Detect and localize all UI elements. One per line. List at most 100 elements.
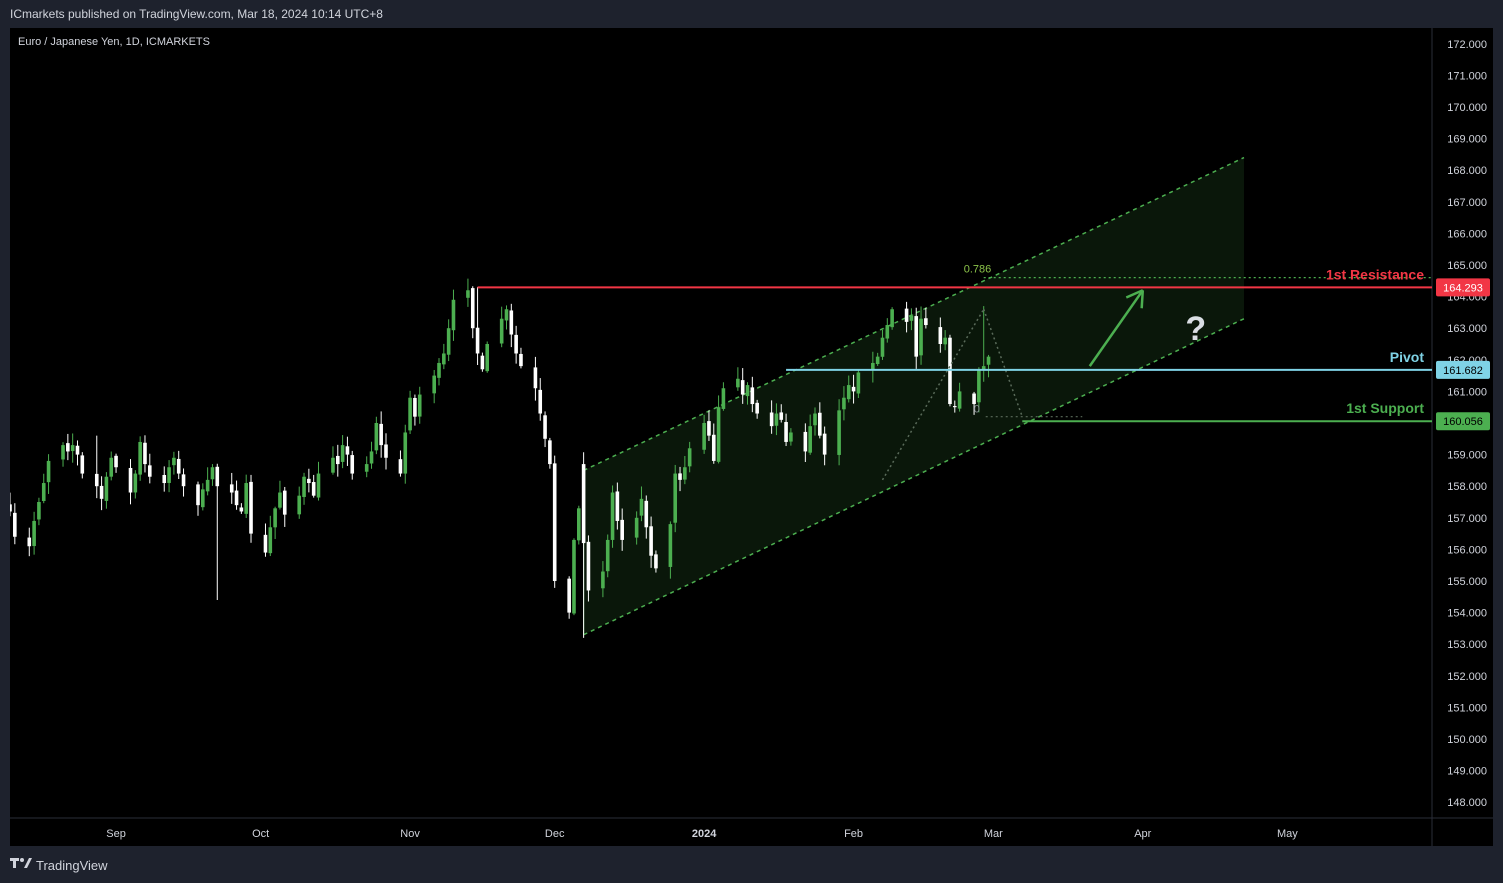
candle-body xyxy=(948,337,952,405)
candle-body xyxy=(384,444,388,458)
candle-body xyxy=(952,406,957,408)
level-label: 1st Resistance xyxy=(1326,266,1424,282)
candle-body xyxy=(707,421,711,436)
brand-label: TradingView xyxy=(36,858,108,873)
candle-body xyxy=(128,467,133,493)
candle-body xyxy=(572,539,576,614)
price-tick-label: 149.000 xyxy=(1447,766,1487,778)
price-tick-label: 169.000 xyxy=(1447,134,1487,146)
fib-trend-line xyxy=(881,308,985,481)
candle-body xyxy=(475,327,480,354)
candle-body xyxy=(644,500,649,528)
candle-body xyxy=(282,490,287,515)
candle-body xyxy=(176,458,181,474)
candle-body xyxy=(331,457,335,473)
candle-body xyxy=(138,441,142,475)
candle-body xyxy=(403,432,408,474)
candle-body xyxy=(818,412,822,436)
candle-body xyxy=(335,455,340,465)
price-tick-label: 155.000 xyxy=(1447,576,1487,588)
candle-body xyxy=(114,455,118,468)
candle-body xyxy=(13,512,17,537)
chart-panel[interactable]: 148.000 149.000 150.000 151.000 152.000 153.0… xyxy=(10,28,1493,846)
candle-body xyxy=(851,386,856,392)
tradingview-brand[interactable]: TradingView xyxy=(10,858,108,873)
candle-body xyxy=(605,539,610,572)
candle-body xyxy=(504,309,509,321)
candle-body xyxy=(581,464,586,544)
candle-body xyxy=(27,537,32,547)
candle-body xyxy=(538,389,543,414)
candle-body xyxy=(46,460,51,483)
candle-body xyxy=(981,366,986,371)
candle-body xyxy=(437,362,441,378)
time-tick-label: Apr xyxy=(1134,828,1151,840)
candle-body xyxy=(711,434,716,461)
candle-body xyxy=(61,445,65,460)
price-tick-label: 165.000 xyxy=(1447,260,1487,272)
candle-body xyxy=(615,491,620,521)
candle-body xyxy=(201,489,205,508)
candle-body xyxy=(885,325,890,339)
price-tick-label: 158.000 xyxy=(1447,481,1487,493)
candle-body xyxy=(70,445,75,452)
price-tick-label: 166.000 xyxy=(1447,228,1487,240)
time-tick-label: Feb xyxy=(844,828,863,840)
published-info: ICmarkets published on TradingView.com, … xyxy=(10,7,383,21)
candle-body xyxy=(249,481,253,534)
candle-body xyxy=(196,484,200,506)
channel-lower-line xyxy=(583,318,1245,636)
channel-fill xyxy=(583,157,1245,635)
candle-body xyxy=(914,316,919,357)
candle-body xyxy=(398,459,403,474)
candle-body xyxy=(687,448,692,467)
price-tick-label: 159.000 xyxy=(1447,450,1487,462)
candle-body xyxy=(668,524,673,567)
candle-body xyxy=(66,443,70,452)
candle-body xyxy=(167,467,171,483)
price-tick-label: 168.000 xyxy=(1447,165,1487,177)
candle-body xyxy=(374,423,379,451)
candle-body xyxy=(244,483,248,514)
candle-body xyxy=(649,526,653,556)
time-tick-label: Nov xyxy=(400,828,420,840)
candle-body xyxy=(837,410,841,455)
price-tick-label: 153.000 xyxy=(1447,639,1487,651)
candle-body xyxy=(721,388,726,409)
candle-body xyxy=(977,369,981,403)
time-tick-label: Mar xyxy=(984,828,1003,840)
price-chart[interactable]: 148.000 149.000 150.000 151.000 152.000 153.0… xyxy=(10,28,1493,846)
candle-body xyxy=(268,527,273,554)
candle-body xyxy=(986,356,991,365)
candle-body xyxy=(567,578,571,613)
candle-body xyxy=(543,415,547,439)
candle-body xyxy=(654,554,658,569)
candle-body xyxy=(80,455,85,474)
fib-retrace-line xyxy=(983,308,1023,417)
candle-body xyxy=(210,467,215,480)
price-tick-label: 154.000 xyxy=(1447,608,1487,620)
candle-body xyxy=(205,479,210,492)
candle-body xyxy=(234,490,239,506)
candle-body xyxy=(808,426,812,453)
candle-body xyxy=(639,498,644,516)
candle-body xyxy=(943,337,947,345)
channel-upper-line xyxy=(583,156,1245,472)
candle-body xyxy=(466,290,470,298)
price-tick-label: 150.000 xyxy=(1447,734,1487,746)
candle-body xyxy=(750,387,755,405)
candle-body xyxy=(133,473,138,493)
candle-body xyxy=(408,397,412,431)
candle-body xyxy=(842,397,846,410)
candle-body xyxy=(316,473,321,498)
price-tick-label: 151.000 xyxy=(1447,702,1487,714)
price-tick-label: 148.000 xyxy=(1447,797,1487,809)
price-tick-label: 171.000 xyxy=(1447,70,1487,82)
time-tick-label: 2024 xyxy=(692,828,717,840)
price-tag-box xyxy=(1436,360,1490,379)
level-label: 1st Support xyxy=(1346,400,1424,416)
symbol-title: Euro / Japanese Yen, 1D, ICMARKETS xyxy=(18,36,210,48)
candle-body xyxy=(924,318,928,326)
candle-body xyxy=(784,421,788,442)
candle-body xyxy=(678,473,682,480)
